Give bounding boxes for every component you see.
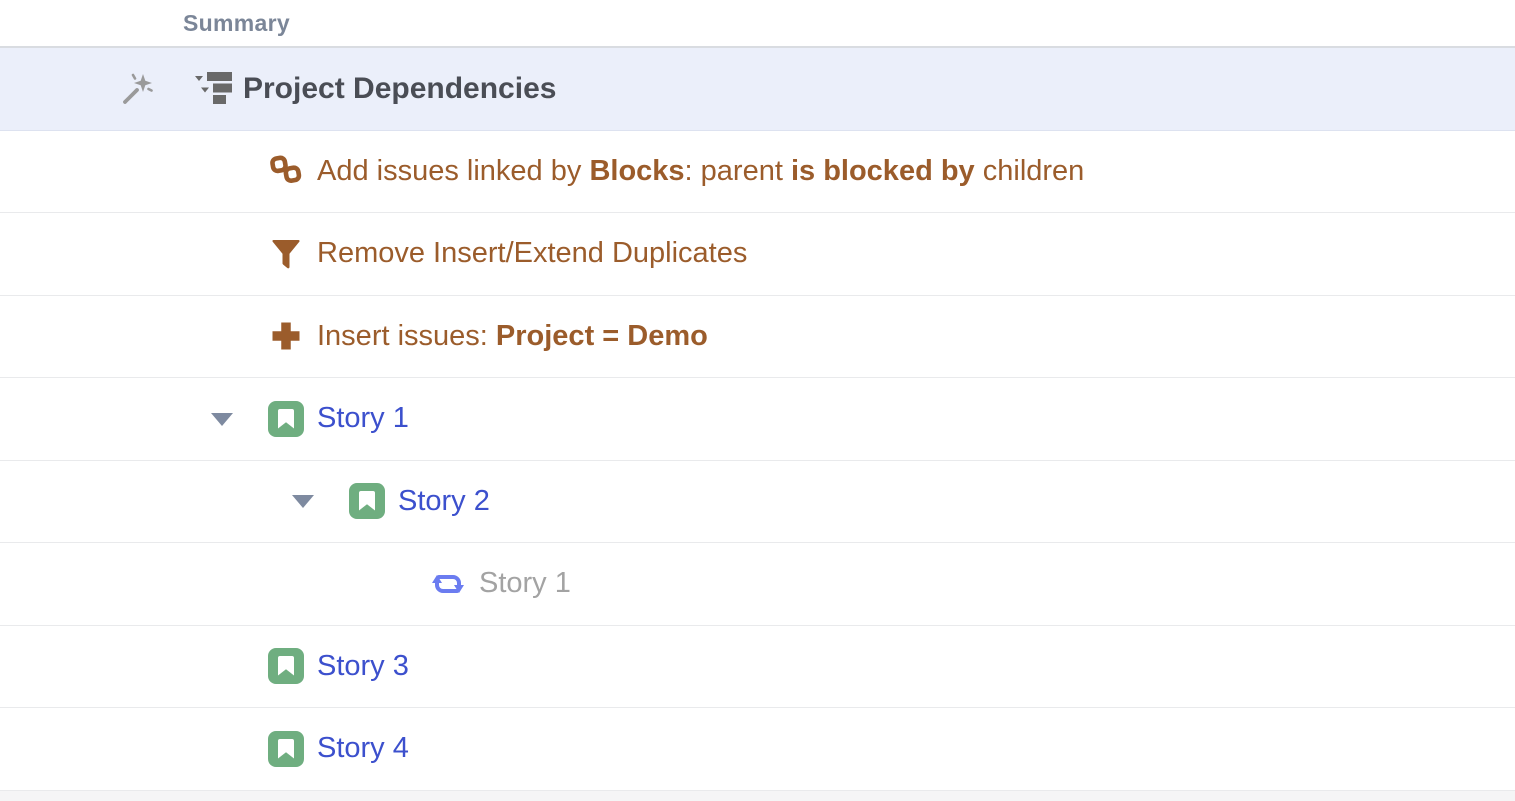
generator-row-insert[interactable]: Insert issues: Project = Demo [0,295,1515,378]
generator-text-segment: Add issues linked by [317,154,590,187]
sync-duplicate-icon [430,566,466,602]
structure-icon [193,72,233,105]
generator-text: Remove Insert/Extend Duplicates [317,237,747,270]
issue-row[interactable]: Story 2 [0,460,1515,543]
generator-text-segment: children [974,154,1085,187]
summary-column-header[interactable]: Summary [183,9,290,36]
story-type-icon [268,648,304,685]
generator-text: Insert issues: Project = Demo [317,320,708,353]
issue-summary-link[interactable]: Story 3 [317,649,409,682]
generator-text-segment-bold: Project = Demo [495,319,708,352]
issue-row[interactable]: Story 3 [0,625,1515,708]
story-type-icon [268,730,304,767]
story-type-icon [349,483,385,520]
generator-text-segment-bold: Blocks [589,154,685,187]
plus-icon [268,318,304,354]
duplicate-issue-row[interactable]: Story 1 [0,543,1515,626]
issue-row[interactable]: Story 1 [0,378,1515,461]
issue-summary-link[interactable]: Story 2 [398,484,490,517]
story-type-icon [268,400,304,437]
column-header-row: Summary [0,0,1515,48]
generator-text-segment: : parent [684,154,791,187]
collapse-expander-icon[interactable] [292,495,314,509]
generator-text-segment-bold: is blocked by [790,154,975,187]
filter-icon [268,236,304,272]
magic-wand-icon [120,71,156,107]
issue-row[interactable]: Story 4 [0,708,1515,791]
bottom-strip [0,790,1515,801]
generator-text: Add issues linked by Blocks: parent is b… [317,155,1084,188]
issue-summary-link[interactable]: Story 1 [317,402,409,435]
generator-text-segment: Insert issues: [317,319,496,352]
generator-row-filter[interactable]: Remove Insert/Extend Duplicates [0,213,1515,296]
structure-title: Project Dependencies [243,71,557,105]
duplicate-issue-summary[interactable]: Story 1 [479,567,571,600]
generator-text-segment: Remove Insert/Extend Duplicates [317,237,748,270]
link-icon [268,153,304,189]
collapse-expander-icon[interactable] [211,412,233,426]
structure-header-row[interactable]: Project Dependencies [0,48,1515,131]
issue-summary-link[interactable]: Story 4 [317,732,409,765]
generator-row-linked[interactable]: Add issues linked by Blocks: parent is b… [0,130,1515,213]
